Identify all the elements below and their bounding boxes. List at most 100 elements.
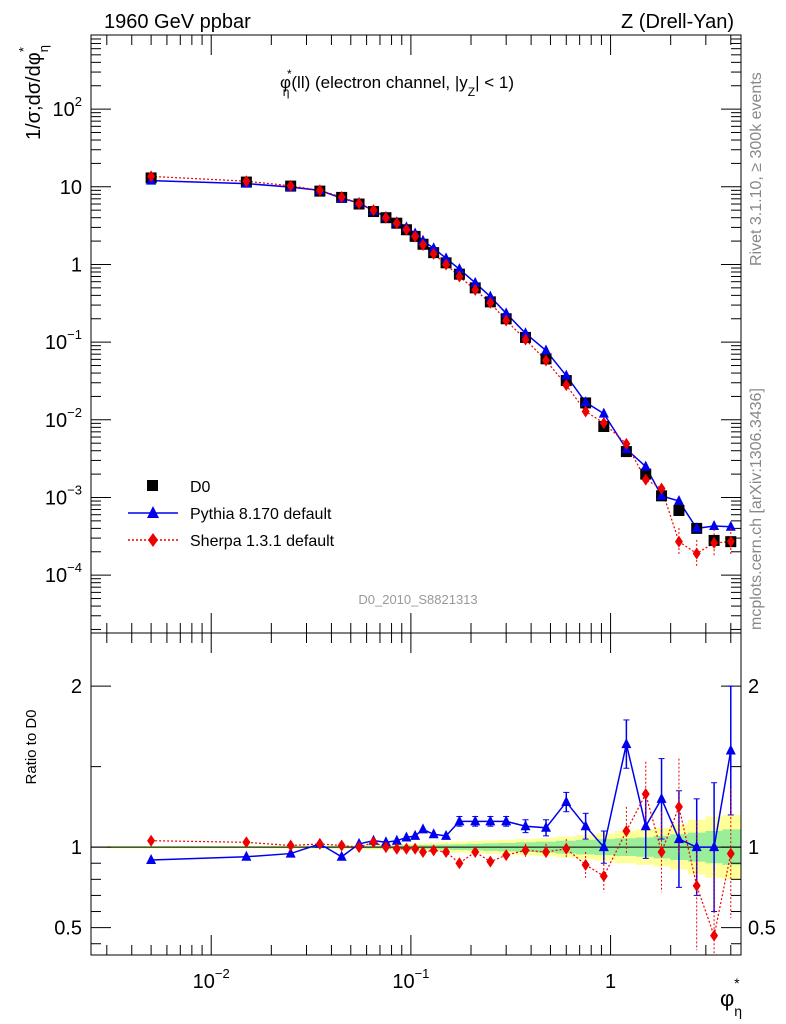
plot-title-phi: φ: [280, 73, 291, 92]
d0-point: [673, 504, 685, 516]
ratio-pythia-point: [561, 796, 572, 807]
ratio-sherpa-point: [455, 857, 464, 870]
plot-title-mid: (ll) (electron channel, |y: [291, 73, 468, 92]
main-ytick-label-base: 10: [60, 177, 82, 199]
main-ytick-label-exp: 2: [75, 94, 82, 109]
xtick-label-exp: −1: [415, 966, 430, 981]
sherpa-point: [486, 296, 495, 309]
xtick-label-base: 10: [193, 971, 215, 993]
pythia-point: [580, 396, 591, 407]
ratio-sherpa-point: [147, 834, 156, 847]
ratio-sherpa-point: [542, 845, 551, 858]
ratio-pythia-point: [673, 833, 684, 844]
sherpa-line: [151, 175, 731, 555]
ratio-pythia-point: [598, 841, 609, 852]
sherpa-point: [337, 190, 346, 203]
sherpa-point: [455, 270, 464, 283]
main-ytick-label: 1: [71, 254, 82, 276]
ratio-pythia-point: [418, 823, 429, 834]
main-ylabel: 1/σ;dσ/dφη*: [16, 45, 51, 140]
sherpa-point: [542, 354, 551, 367]
ratio-ytick-label-right: 2: [748, 676, 759, 698]
ratio-ytick-label: 1: [71, 837, 82, 859]
xtick-label-base: 10: [392, 971, 414, 993]
ratio-ytick-label: 0.5: [54, 918, 82, 940]
sherpa-point: [471, 283, 480, 296]
ratio-pythia-point: [336, 850, 347, 861]
ratio-sherpa-point: [599, 870, 608, 883]
ratio-pythia-point: [621, 738, 632, 749]
ratio-pythia-point: [656, 792, 667, 803]
legend-marker-d0: [147, 480, 158, 491]
ratio-sherpa-point: [692, 879, 701, 892]
sherpa-point: [315, 184, 324, 197]
ratio-sherpa-point: [657, 845, 666, 858]
ratio-sherpa-point: [674, 800, 683, 813]
pythia-point: [673, 495, 684, 506]
sherpa-point: [392, 217, 401, 230]
plot-title-sub: η: [283, 85, 290, 99]
header-left-title: 1960 GeV ppbar: [104, 11, 251, 33]
ratio-pythia-point: [725, 744, 736, 755]
sherpa-point: [641, 473, 650, 486]
ratio-sherpa-point: [486, 855, 495, 868]
ratio-sherpa-point: [562, 842, 571, 855]
ratio-sherpa-point: [411, 842, 420, 855]
main-ytick-label: 10: [60, 177, 82, 199]
sherpa-point: [622, 437, 631, 450]
ratio-sherpa-point: [369, 836, 378, 849]
ratio-sherpa-point: [419, 845, 428, 858]
mcplots-label: mcplots.cern.ch [arXiv:1306.3436]: [748, 388, 765, 630]
ratio-sherpa-point: [392, 842, 401, 855]
main-ytick-label-base: 10: [45, 410, 67, 432]
ratio-sherpa-point: [471, 845, 480, 858]
ratio-pythia-point: [454, 815, 465, 826]
ratio-pythia-point: [285, 847, 296, 858]
xtick-label: 10−1: [392, 966, 429, 993]
main-ytick-label-base: 10: [45, 565, 67, 587]
ratio-pythia-point: [410, 829, 421, 840]
ratio-sherpa-point: [242, 836, 251, 849]
ratio-pythia-point: [691, 841, 702, 852]
main-ytick-label: 10−4: [45, 560, 82, 587]
main-ylabel-sub: η: [36, 45, 51, 52]
pythia-point: [640, 460, 651, 471]
ratio-pythia-point: [709, 841, 720, 852]
main-ylabel-sup: *: [16, 47, 31, 52]
main-ytick-label-base: 10: [53, 99, 75, 121]
legend-label-sherpa: Sherpa 1.3.1 default: [190, 533, 335, 550]
main-ytick-label: 10−2: [45, 405, 82, 432]
header-right-title: Z (Drell-Yan): [621, 11, 734, 33]
pythia-point: [541, 344, 552, 355]
ratio-frame: [90, 632, 742, 956]
main-ytick-label-exp: −2: [67, 405, 82, 420]
plot-title-sup: *: [287, 67, 292, 81]
sherpa-point: [562, 379, 571, 392]
ratio-pythia-point: [428, 828, 439, 839]
ratio-pythia-point: [640, 820, 651, 831]
sherpa-point: [242, 175, 251, 188]
main-ytick-label-exp: −1: [67, 327, 82, 342]
pythia-point: [561, 369, 572, 380]
ratio-sherpa-point: [710, 929, 719, 942]
ratio-sherpa-point: [521, 844, 530, 857]
legend-marker-pythia: [147, 506, 159, 518]
pythia-point: [709, 519, 720, 530]
ratio-pythia-point: [391, 834, 402, 845]
pythia-point: [656, 489, 667, 500]
plot-title-post: | < 1): [475, 73, 514, 92]
xtick-label: 10−2: [193, 966, 230, 993]
ratio-pythia-point: [470, 815, 481, 826]
ratio-sherpa-point: [337, 839, 346, 852]
sherpa-point: [286, 179, 295, 192]
pythia-point: [470, 276, 481, 287]
ratio-ylabel: Ratio to D0: [23, 709, 40, 784]
ratio-sherpa-point: [581, 858, 590, 871]
pythia-point: [454, 263, 465, 274]
main-ytick-label-base: 10: [45, 487, 67, 509]
pythia-point: [691, 522, 702, 533]
xlabel-sup: *: [734, 975, 740, 991]
sherpa-point: [657, 482, 666, 495]
pythia-point: [441, 252, 452, 263]
